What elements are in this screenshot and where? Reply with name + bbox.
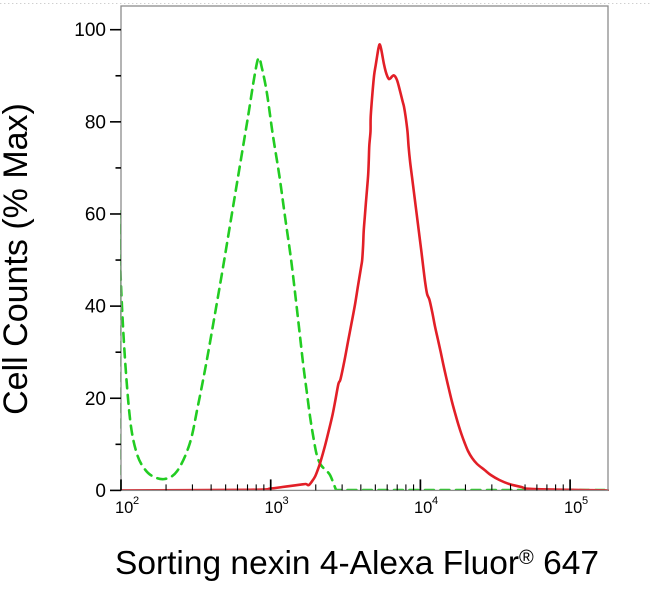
- svg-text:80: 80: [85, 112, 106, 133]
- svg-text:10: 10: [414, 499, 432, 517]
- svg-text:10: 10: [115, 499, 133, 517]
- svg-text:10: 10: [265, 499, 283, 517]
- svg-text:20: 20: [85, 389, 106, 410]
- svg-text:Cell Counts (% Max): Cell Counts (% Max): [0, 103, 35, 415]
- svg-text:Sorting nexin 4-Alexa Fluor® 6: Sorting nexin 4-Alexa Fluor® 647: [115, 545, 599, 582]
- svg-text:3: 3: [283, 495, 289, 507]
- svg-text:60: 60: [85, 204, 106, 225]
- svg-text:5: 5: [582, 495, 588, 507]
- svg-text:0: 0: [95, 481, 106, 502]
- svg-text:40: 40: [85, 297, 106, 318]
- svg-text:4: 4: [432, 495, 438, 507]
- svg-text:10: 10: [564, 499, 582, 517]
- svg-text:2: 2: [133, 495, 139, 507]
- svg-text:100: 100: [74, 20, 106, 41]
